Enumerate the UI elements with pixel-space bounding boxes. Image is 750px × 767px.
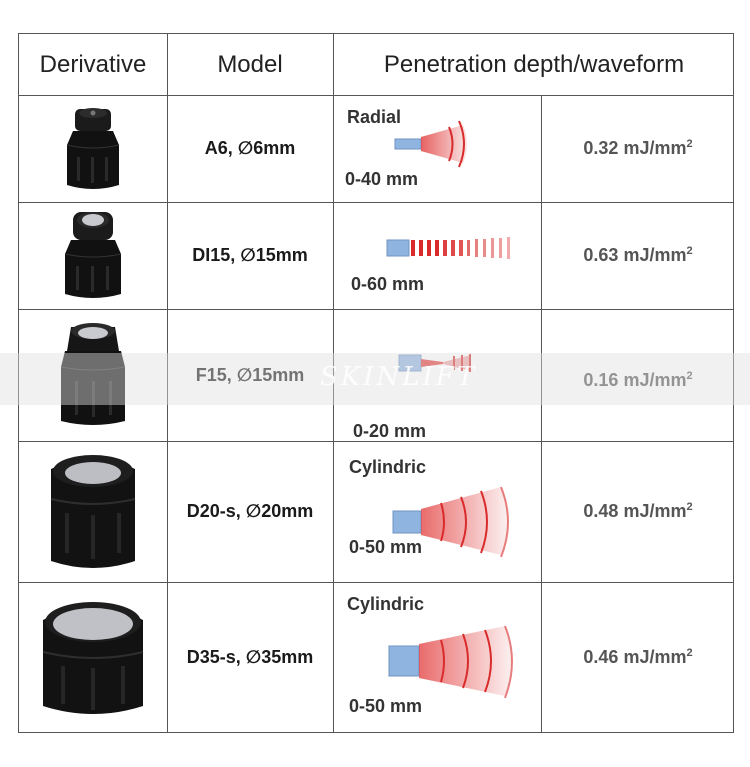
table-row: D35-s, ∅35mm Cylindric 0-50 mm 0.46 mJ/m… [19,582,733,733]
applicator-table: Derivative Model Penetration depth/wavef… [18,33,734,733]
applicator-d35s-image [42,602,144,714]
waveform-cell: 0-60 mm [333,202,541,309]
table-row: D20-s, ∅20mm Cylindric 0-50 mm 0.48 mJ/m… [19,441,733,582]
depth-label: 0-40 mm [345,169,419,189]
energy-cell: 0.63 mJ/mm2 [541,202,735,309]
model-cell: F15, ∅15mm [167,309,333,441]
row-divider [19,441,733,442]
waveform-cell: Cylindric 0-50 mm [333,441,541,582]
energy-cell: 0.32 mJ/mm2 [541,95,735,202]
focused-waveform-icon [386,237,510,259]
energy-value: 0.48 mJ/mm2 [583,501,693,521]
focused-short-waveform-icon [398,354,471,372]
col-divider [333,34,334,732]
derivative-cell [19,582,167,733]
energy-value: 0.16 mJ/mm2 [583,369,693,390]
waveform-cell: Cylindric 0-50 mm [333,582,541,733]
wave-type-label: Radial [347,107,402,127]
model-name: A6, ∅6mm [204,138,296,158]
energy-cell: 0.46 mJ/mm2 [541,582,735,733]
model-name: D35-s, ∅35mm [186,647,314,667]
energy-cell: 0.16 mJ/mm2 [541,309,735,441]
cylindric-waveform-icon [388,625,513,699]
applicator-f15-image [60,323,126,425]
derivative-cell [19,309,167,441]
wave-type-label: Cylindric [347,594,425,614]
model-cell: D20-s, ∅20mm [167,441,333,582]
depth-label: 0-60 mm [351,274,425,294]
col-divider [541,95,542,732]
row-divider [19,95,733,96]
cylindric-waveform-icon [392,486,509,558]
depth-label: 0-50 mm [349,696,423,716]
energy-value: 0.63 mJ/mm2 [583,245,693,265]
model-cell: D35-s, ∅35mm [167,582,333,733]
derivative-cell [19,441,167,582]
model-name: D20-s, ∅20mm [186,501,314,521]
model-cell: A6, ∅6mm [167,95,333,202]
waveform-cell: 0-20 mm [333,309,541,441]
table-row: F15, ∅15mm 0-20 mm 0.16 mJ/mm2 [19,309,733,441]
row-divider [19,202,733,203]
header-model: Model [217,50,283,78]
wave-type-label: Cylindric [349,457,427,477]
depth-label: 0-20 mm [353,421,427,441]
row-divider [19,309,733,310]
table-row: A6, ∅6mm Radial 0-40 mm 0.32 mJ/mm2 [19,95,733,202]
model-name: DI15, ∅15mm [192,245,308,265]
energy-value: 0.32 mJ/mm2 [583,138,693,158]
header-derivative: Derivative [39,50,147,78]
energy-cell: 0.48 mJ/mm2 [541,441,735,582]
waveform-cell: Radial 0-40 mm [333,95,541,202]
applicator-d20s-image [50,455,136,568]
header-penetration: Penetration depth/waveform [383,50,685,78]
applicator-di15-image [64,212,122,298]
model-cell: DI15, ∅15mm [167,202,333,309]
table-row: DI15, ∅15mm [19,202,733,309]
col-divider [167,34,168,732]
radial-waveform-icon [394,120,467,168]
derivative-cell [19,95,167,202]
derivative-cell [19,202,167,309]
row-divider [19,582,733,583]
applicator-a6-image [66,108,120,189]
model-name: F15, ∅15mm [195,364,305,385]
depth-label: 0-50 mm [349,537,423,557]
energy-value: 0.46 mJ/mm2 [583,647,693,667]
